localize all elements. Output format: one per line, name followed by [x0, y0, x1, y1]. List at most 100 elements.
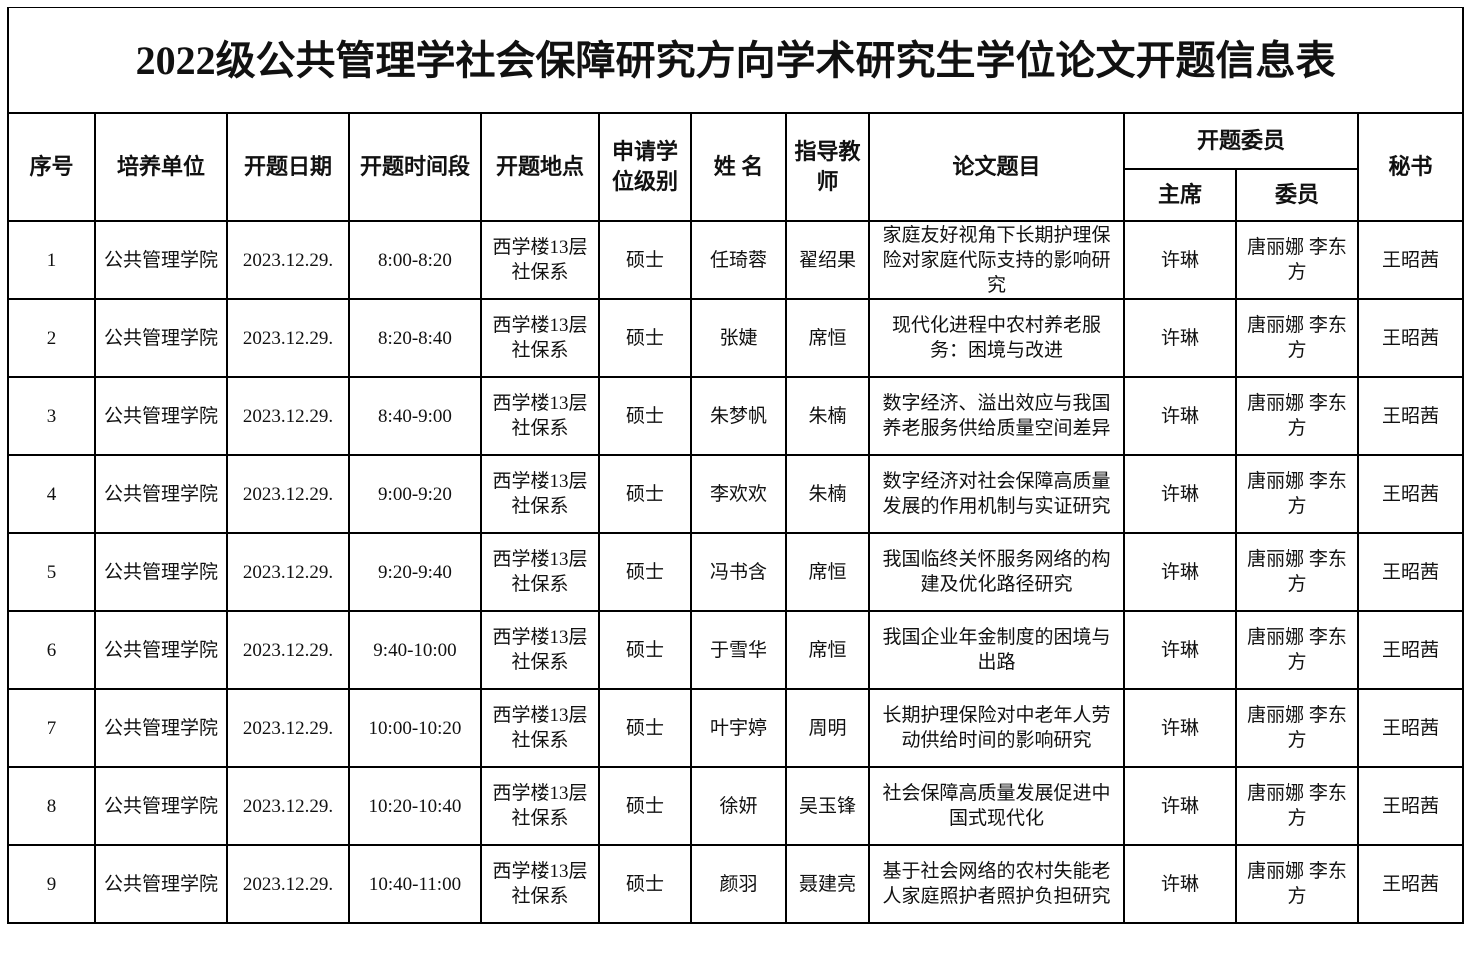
- cell-time: 10:40-11:00: [348, 844, 482, 924]
- cell-place: 西学楼13层社保系: [480, 220, 600, 300]
- cell-date: 2023.12.29.: [226, 844, 350, 924]
- cell-seq: 7: [7, 688, 96, 768]
- page-title: 2022级公共管理学社会保障研究方向学术研究生学位论文开题信息表: [6, 7, 1464, 114]
- cell-level: 硕士: [598, 532, 692, 612]
- cell-name: 冯书含: [690, 532, 787, 612]
- cell-members: 唐丽娜 李东方: [1235, 220, 1359, 300]
- header-date: 开题日期: [226, 112, 350, 222]
- table-row: 1 公共管理学院 2023.12.29. 8:00-8:20 西学楼13层社保系 硕士 任琦…: [7, 220, 1464, 300]
- cell-chair: 许琳: [1123, 220, 1237, 300]
- cell-place: 西学楼13层社保系: [480, 376, 600, 456]
- cell-topic: 数字经济、溢出效应与我国养老服务供给质量空间差异: [868, 376, 1125, 456]
- cell-topic: 家庭友好视角下长期护理保险对家庭代际支持的影响研究: [868, 220, 1125, 300]
- cell-name: 张婕: [690, 298, 787, 378]
- header-committee: 开题委员: [1123, 112, 1359, 170]
- cell-time: 8:40-9:00: [348, 376, 482, 456]
- cell-topic: 社会保障高质量发展促进中国式现代化: [868, 766, 1125, 846]
- cell-time: 10:00-10:20: [348, 688, 482, 768]
- cell-time: 8:00-8:20: [348, 220, 482, 300]
- header-name: 姓 名: [690, 112, 787, 222]
- cell-unit: 公共管理学院: [94, 298, 228, 378]
- cell-place: 西学楼13层社保系: [480, 610, 600, 690]
- cell-place: 西学楼13层社保系: [480, 298, 600, 378]
- cell-members: 唐丽娜 李东方: [1235, 298, 1359, 378]
- cell-secretary: 王昭茜: [1356, 454, 1464, 534]
- cell-topic: 基于社会网络的农村失能老人家庭照护者照护负担研究: [868, 844, 1125, 924]
- cell-time: 10:20-10:40: [348, 766, 482, 846]
- cell-secretary: 王昭茜: [1356, 532, 1464, 612]
- cell-level: 硕士: [598, 220, 692, 300]
- header-time: 开题时间段: [348, 112, 482, 222]
- cell-name: 徐妍: [690, 766, 787, 846]
- cell-secretary: 王昭茜: [1356, 610, 1464, 690]
- cell-chair: 许琳: [1123, 298, 1237, 378]
- cell-members: 唐丽娜 李东方: [1235, 688, 1359, 768]
- table-row: 6 公共管理学院 2023.12.29. 9:40-10:00 西学楼13层社保系 硕士于…: [7, 610, 1464, 690]
- cell-topic: 我国临终关怀服务网络的构建及优化路径研究: [868, 532, 1125, 612]
- cell-secretary: 王昭茜: [1356, 844, 1464, 924]
- cell-date: 2023.12.29.: [226, 610, 350, 690]
- cell-date: 2023.12.29.: [226, 454, 350, 534]
- cell-level: 硕士: [598, 376, 692, 456]
- cell-level: 硕士: [598, 610, 692, 690]
- cell-seq: 6: [7, 610, 96, 690]
- cell-name: 颜羽: [690, 844, 787, 924]
- table-row: 4 公共管理学院 2023.12.29. 9:00-9:20 西学楼13层社保系 硕士 李欢…: [7, 454, 1464, 534]
- cell-members: 唐丽娜 李东方: [1235, 454, 1359, 534]
- cell-unit: 公共管理学院: [94, 766, 228, 846]
- cell-name: 于雪华: [690, 610, 787, 690]
- cell-advisor: 翟绍果: [785, 220, 870, 300]
- cell-unit: 公共管理学院: [94, 844, 228, 924]
- cell-chair: 许琳: [1123, 688, 1237, 768]
- cell-date: 2023.12.29.: [226, 220, 350, 300]
- header-unit: 培养单位: [94, 112, 228, 222]
- cell-name: 李欢欢: [690, 454, 787, 534]
- cell-advisor: 吴玉锋: [785, 766, 870, 846]
- cell-members: 唐丽娜 李东方: [1235, 766, 1359, 846]
- cell-name: 任琦蓉: [690, 220, 787, 300]
- cell-time: 8:20-8:40: [348, 298, 482, 378]
- header-topic: 论文题目: [868, 112, 1125, 222]
- cell-date: 2023.12.29.: [226, 298, 350, 378]
- table-row: 8 公共管理学院 2023.12.29. 10:20-10:40 西学楼13层社保系 硕士…: [7, 766, 1464, 846]
- cell-time: 9:20-9:40: [348, 532, 482, 612]
- cell-unit: 公共管理学院: [94, 688, 228, 768]
- cell-chair: 许琳: [1123, 610, 1237, 690]
- cell-secretary: 王昭茜: [1356, 766, 1464, 846]
- cell-topic: 我国企业年金制度的困境与出路: [868, 610, 1125, 690]
- cell-chair: 许琳: [1123, 766, 1237, 846]
- cell-seq: 3: [7, 376, 96, 456]
- table-row: 7 公共管理学院 2023.12.29. 10:00-10:20 西学楼13层社保系 硕士…: [7, 688, 1464, 768]
- cell-topic: 现代化进程中农村养老服务：困境与改进: [868, 298, 1125, 378]
- cell-chair: 许琳: [1123, 376, 1237, 456]
- cell-members: 唐丽娜 李东方: [1235, 376, 1359, 456]
- cell-advisor: 朱楠: [785, 454, 870, 534]
- cell-date: 2023.12.29.: [226, 532, 350, 612]
- cell-place: 西学楼13层社保系: [480, 532, 600, 612]
- cell-advisor: 席恒: [785, 532, 870, 612]
- cell-date: 2023.12.29.: [226, 688, 350, 768]
- header-chair: 主席: [1123, 168, 1237, 222]
- cell-advisor: 周明: [785, 688, 870, 768]
- cell-secretary: 王昭茜: [1356, 376, 1464, 456]
- cell-advisor: 朱楠: [785, 376, 870, 456]
- cell-members: 唐丽娜 李东方: [1235, 844, 1359, 924]
- cell-unit: 公共管理学院: [94, 376, 228, 456]
- cell-time: 9:00-9:20: [348, 454, 482, 534]
- cell-secretary: 王昭茜: [1356, 298, 1464, 378]
- table-row: 3 公共管理学院 2023.12.29. 8:40-9:00 西学楼13层社保系 硕士 朱梦…: [7, 376, 1464, 456]
- header-level: 申请学位级别: [598, 112, 692, 222]
- cell-level: 硕士: [598, 454, 692, 534]
- cell-time: 9:40-10:00: [348, 610, 482, 690]
- header-members: 委员: [1235, 168, 1359, 222]
- header-secretary: 秘书: [1356, 112, 1464, 222]
- cell-seq: 5: [7, 532, 96, 612]
- cell-chair: 许琳: [1123, 454, 1237, 534]
- table-row: 5 公共管理学院 2023.12.29. 9:20-9:40 西学楼13层社保系 硕士 冯书…: [7, 532, 1464, 612]
- cell-place: 西学楼13层社保系: [480, 688, 600, 768]
- cell-members: 唐丽娜 李东方: [1235, 532, 1359, 612]
- table-row: 9 公共管理学院 2023.12.29. 10:40-11:00 西学楼13层社保系 硕士…: [7, 844, 1464, 924]
- cell-chair: 许琳: [1123, 532, 1237, 612]
- cell-secretary: 王昭茜: [1356, 220, 1464, 300]
- cell-date: 2023.12.29.: [226, 376, 350, 456]
